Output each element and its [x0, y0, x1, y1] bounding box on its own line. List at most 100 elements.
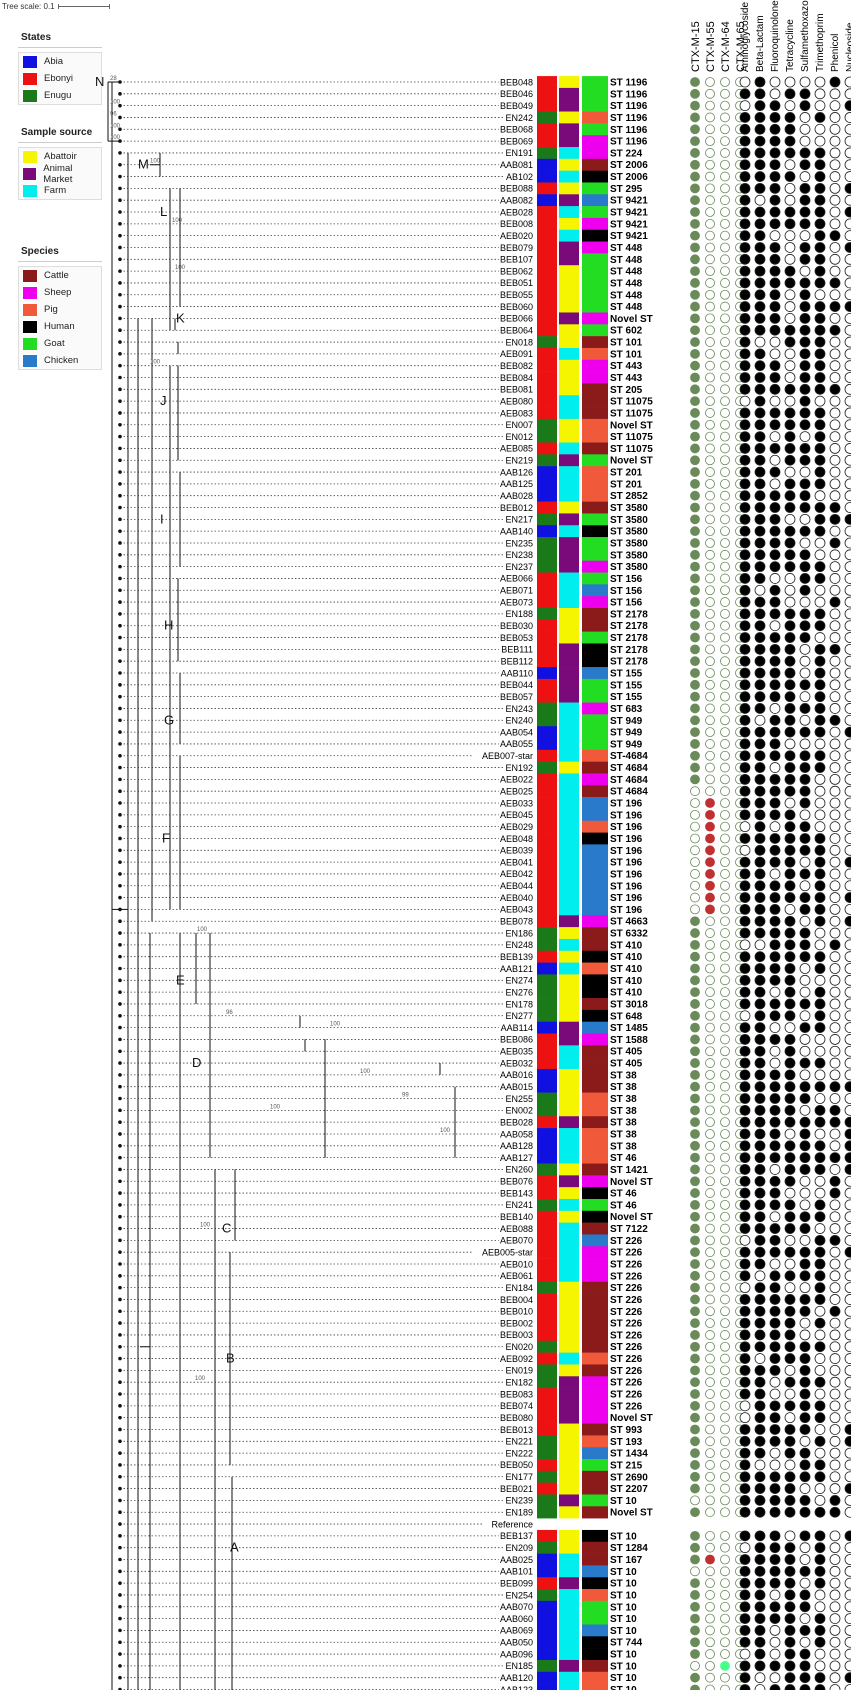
species-cell: [582, 265, 608, 278]
ctx-gene-dot: [690, 218, 700, 229]
species-cell: [582, 395, 608, 408]
leaf-node: [118, 458, 122, 463]
amr-dot: [754, 88, 766, 100]
ctx-gene-dot: [720, 833, 730, 844]
amr-dot: [829, 1223, 841, 1234]
amr-dot: [829, 750, 841, 762]
tip-label: BEB074: [500, 1401, 533, 1411]
amr-dot: [769, 573, 781, 584]
species-cell: [582, 714, 608, 727]
ctx-gene-dot: [705, 301, 715, 312]
leaf-node: [118, 482, 122, 486]
ctx-gene-dot: [705, 561, 715, 572]
amr-dot: [739, 1140, 751, 1152]
amr-dot: [769, 1317, 781, 1329]
ctx-gene-dot: [720, 419, 730, 430]
source-cell: [559, 690, 579, 703]
st-label: ST 2178: [610, 657, 648, 668]
source-cell: [559, 1447, 579, 1460]
ctx-gene-dot: [705, 1412, 715, 1423]
source-cell: [559, 761, 579, 774]
st-label: ST 4684: [610, 763, 648, 774]
amr-dot: [829, 1412, 841, 1424]
amr-dot: [799, 88, 811, 100]
state-cell: [537, 1033, 557, 1046]
tip-label: AEB028: [500, 207, 533, 217]
ctx-gene-dot: [690, 1507, 700, 1518]
amr-dot: [829, 171, 841, 182]
species-cell: [582, 1340, 608, 1353]
amr-dot: [784, 797, 796, 809]
tip-label: BEB064: [500, 326, 533, 336]
ctx-gene-dot: [690, 1093, 700, 1104]
leaf-node: [118, 564, 122, 569]
source-cell: [559, 808, 579, 822]
legend-swatch: [22, 336, 38, 351]
ctx-gene-dot: [720, 1590, 730, 1600]
state-cell: [537, 1045, 557, 1058]
amr-dot: [754, 596, 766, 608]
amr-dot: [784, 643, 796, 655]
amr-dot: [754, 1022, 766, 1033]
amr-dot: [814, 230, 826, 242]
amr-dot: [829, 360, 841, 372]
amr-dot: [784, 513, 796, 525]
amr-dot: [754, 525, 766, 537]
leaf-node: [118, 269, 122, 273]
ctx-gene-dot: [705, 679, 715, 690]
species-cell: [582, 158, 608, 171]
tip-label: AEB070: [500, 1236, 533, 1246]
amr-dot: [814, 939, 826, 951]
ctx-gene-dot: [720, 904, 730, 915]
source-cell: [559, 1541, 579, 1554]
tip-label: EN209: [505, 1543, 533, 1553]
source-cell: [559, 513, 579, 526]
amr-dot: [829, 573, 841, 584]
amr-dot: [844, 833, 851, 844]
amr-dot: [784, 289, 796, 301]
amr-dot: [844, 1506, 851, 1518]
amr-dot: [739, 407, 751, 419]
source-cell: [559, 738, 579, 751]
amr-dot: [739, 1175, 751, 1187]
amr-dot: [784, 691, 796, 703]
st-label: ST 155: [610, 680, 643, 691]
ctx-gene-dot: [690, 490, 700, 501]
st-label: ST 101: [610, 349, 643, 360]
amr-dot: [739, 419, 751, 431]
source-cell: [559, 986, 579, 999]
amr-dot: [739, 963, 751, 974]
amr-dot: [799, 372, 811, 383]
amr-dot: [769, 1577, 781, 1589]
amr-dot: [784, 620, 796, 632]
amr-dot: [799, 182, 811, 194]
amr-dot: [814, 632, 826, 643]
ctx-gene-dot: [720, 124, 730, 135]
amr-dot: [844, 1495, 851, 1506]
amr-dot: [799, 1140, 811, 1152]
amr-dot: [844, 1660, 851, 1672]
amr-dot: [784, 454, 796, 466]
amr-dot: [829, 383, 841, 395]
amr-dot: [799, 691, 811, 703]
amr-dot: [829, 1104, 841, 1116]
ctx-gene-dot: [720, 1542, 730, 1553]
amr-dot: [784, 1589, 796, 1601]
amr-dot: [799, 1542, 811, 1554]
amr-dot: [739, 738, 751, 750]
ctx-gene-dot: [690, 644, 700, 655]
amr-dot: [844, 1057, 851, 1069]
ctx-gene-dot: [705, 159, 715, 170]
species-cell: [582, 1009, 608, 1022]
amr-dot: [844, 1234, 851, 1246]
ctx-gene-dot: [690, 1259, 700, 1269]
ctx-gene-dot: [705, 1129, 715, 1139]
ctx-gene-dot: [705, 1081, 715, 1092]
amr-dot: [784, 123, 796, 135]
ctx-gene-dot: [705, 1460, 715, 1470]
ctx-gene-dot: [690, 514, 700, 525]
amr-dot: [754, 620, 766, 632]
bootstrap-value: 96: [110, 111, 117, 117]
st-label: ST 38: [610, 1082, 637, 1093]
st-label: ST 9421: [610, 196, 648, 207]
